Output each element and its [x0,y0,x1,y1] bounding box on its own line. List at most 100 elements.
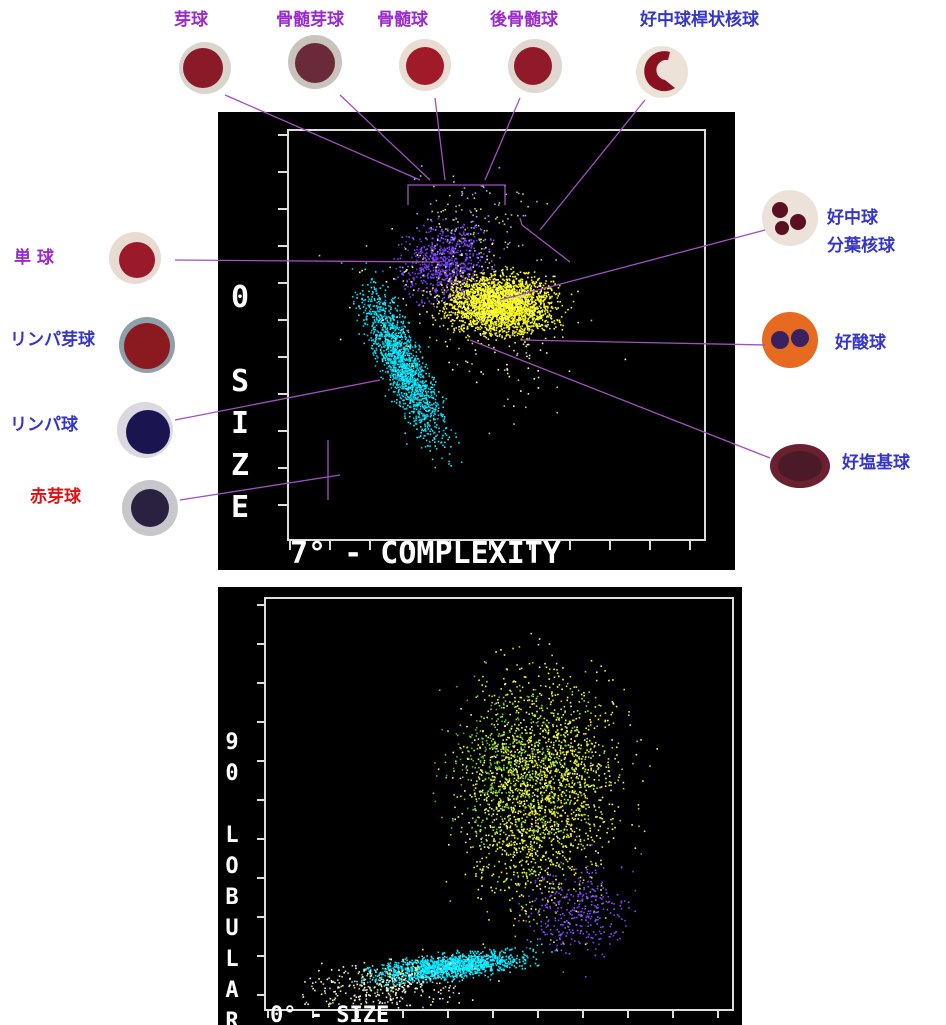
dot [468,276,470,278]
dot [385,331,387,334]
dot [457,308,459,310]
dot [426,401,428,404]
dot [494,301,497,303]
dot [462,276,464,278]
dot [417,372,420,374]
dot [394,328,397,330]
dot [497,307,499,309]
dot [478,238,480,241]
dot [419,411,422,413]
dot [467,327,469,330]
dot [460,301,462,304]
dot [490,299,493,301]
dot [419,385,422,387]
dot [407,340,410,343]
dot [525,293,528,296]
dot [382,355,385,357]
dot [414,370,417,373]
dot [403,371,406,373]
dot [508,294,511,297]
dot [422,263,424,266]
dot [487,267,489,269]
dot [469,256,471,259]
dot [434,425,436,428]
dot [399,257,402,260]
dot [434,245,436,247]
dot [386,338,389,341]
dot [512,318,515,321]
dot [433,259,436,261]
dot [491,281,493,283]
dot [471,193,474,196]
dot [451,290,454,293]
dot [539,285,542,287]
dot [514,342,516,344]
dot [497,204,500,206]
dot [418,288,420,290]
dot [505,293,507,295]
dot [508,345,511,348]
dot [466,290,468,293]
dot [483,292,486,294]
dot [449,241,451,244]
dot [473,314,476,317]
dot [413,385,416,387]
dot [451,229,454,231]
dot [409,357,412,359]
dot [394,370,397,372]
dot [430,251,433,254]
dot [376,314,379,316]
dot [477,302,479,304]
dot [497,325,500,328]
dot [388,333,390,335]
dot [457,249,459,252]
dot [479,315,481,318]
dot [473,302,476,305]
dot [465,316,467,318]
dot [502,287,504,290]
dot [458,263,461,266]
dot [408,412,411,414]
dot [531,281,534,284]
dot [452,289,454,292]
dot [432,414,435,417]
dot [402,266,404,269]
dot [451,322,454,325]
dot [407,398,409,401]
dot [460,262,463,265]
dot [394,329,396,332]
dot [421,398,424,400]
dot [548,297,551,300]
dot [489,334,491,336]
dot [507,328,510,330]
dot [489,316,491,318]
dot [522,284,524,286]
dot [482,276,485,278]
dot [412,395,414,398]
dot [421,389,423,391]
dot [458,294,461,297]
dot [541,324,544,326]
dot [422,289,425,292]
dot [456,283,458,285]
dot [399,266,402,268]
dot [515,285,518,287]
dot [520,287,523,290]
dot [416,428,418,430]
dot [382,329,384,331]
dot [416,276,418,278]
dot [514,309,516,312]
dot [423,274,425,276]
dot [411,265,413,267]
dot [462,237,465,240]
dot [368,312,371,315]
dot [479,287,482,289]
dot [413,377,416,380]
dot [466,325,469,328]
dot [425,265,428,268]
dot [463,330,465,333]
dot [505,286,508,289]
dot [430,219,432,221]
dot [415,417,418,420]
dot [392,317,394,319]
